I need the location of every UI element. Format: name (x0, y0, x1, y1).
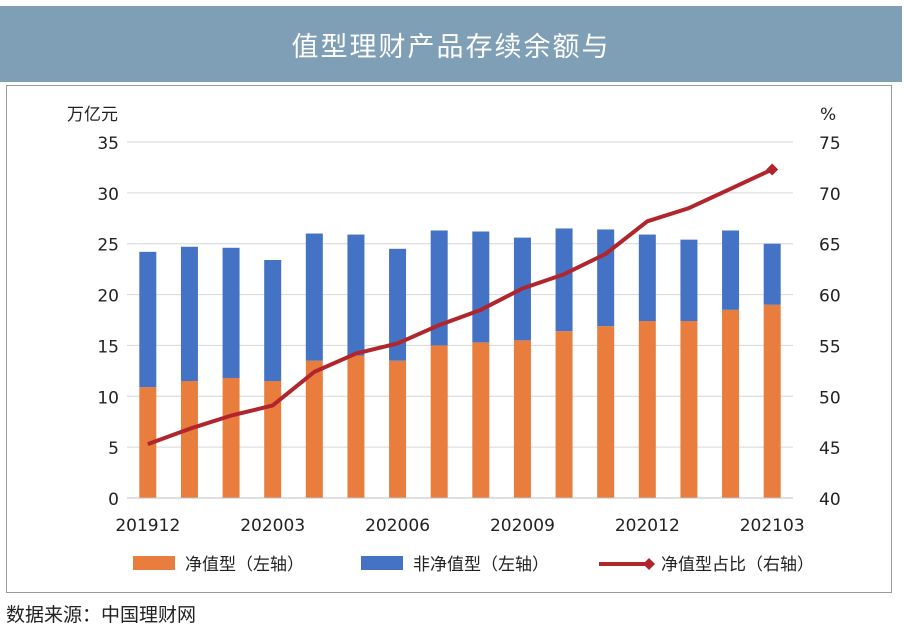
x-tick-label: 201912 (115, 516, 180, 536)
legend-swatch-share-marker (643, 558, 655, 570)
bar-net-value (763, 304, 781, 498)
bar-non-net-value (638, 234, 656, 322)
bar-non-net-value (347, 234, 365, 356)
right-axis-unit: % (820, 105, 836, 125)
bar-non-net-value (139, 251, 157, 388)
bar-net-value (513, 340, 531, 498)
legend-swatch-non-net-value (361, 556, 403, 570)
legend-layer: 净值型（左轴） 非净值型（左轴） 净值型占比（右轴） (133, 555, 814, 575)
bar-net-value (222, 377, 240, 498)
axis-layer: 0 5 10 15 20 25 30 35 40 45 50 55 60 65 70 75 万亿元 % 201912… (67, 105, 841, 536)
left-tick-label: 30 (97, 185, 119, 205)
right-tick-label: 75 (819, 134, 841, 154)
left-tick-label: 5 (108, 439, 119, 459)
line-layer (147, 163, 779, 446)
page-title: 值型理财产品存续余额与 (291, 31, 611, 63)
bar-net-value (472, 342, 490, 498)
left-axis-unit: 万亿元 (67, 105, 118, 125)
x-tick-label: 202003 (240, 516, 305, 536)
bar-net-value (389, 360, 407, 498)
bar-non-net-value (555, 228, 573, 332)
left-tick-label: 35 (97, 134, 119, 154)
share-line-end-marker (766, 163, 779, 176)
bar-net-value (722, 309, 740, 498)
bar-net-value (555, 331, 573, 498)
x-tick-label: 202009 (490, 516, 555, 536)
left-tick-label: 10 (97, 388, 119, 408)
x-tick-label: 202006 (365, 516, 430, 536)
bar-net-value (680, 321, 698, 498)
bar-net-value (347, 355, 365, 498)
bar-net-value (638, 321, 656, 498)
bar-net-value (305, 360, 323, 498)
title-banner: 值型理财产品存续余额与 (0, 6, 902, 82)
right-tick-label: 40 (819, 490, 841, 510)
bar-non-net-value (597, 229, 615, 327)
bar-net-value (180, 381, 198, 498)
right-tick-label: 70 (819, 185, 841, 205)
bar-non-net-value (763, 243, 781, 305)
bar-net-value (430, 345, 448, 498)
legend-label-net-value: 净值型（左轴） (185, 555, 304, 575)
legend-label-non-net-value: 非净值型（左轴） (413, 555, 549, 575)
bar-non-net-value (722, 230, 740, 310)
bar-net-value (597, 326, 615, 498)
right-tick-label: 60 (819, 287, 841, 307)
bar-non-net-value (180, 246, 198, 382)
left-tick-label: 25 (97, 236, 119, 256)
right-tick-label: 45 (819, 439, 841, 459)
source-note: 数据来源：中国理财网 (6, 604, 197, 626)
legend-swatch-net-value (133, 556, 175, 570)
legend-label-share-line: 净值型占比（右轴） (661, 555, 814, 575)
bar-non-net-value (305, 233, 323, 361)
bar-non-net-value (222, 247, 240, 378)
right-tick-label: 50 (819, 388, 841, 408)
share-line (147, 167, 774, 446)
bar-non-net-value (430, 230, 448, 346)
chart-frame: 0 5 10 15 20 25 30 35 40 45 50 55 60 65 70 75 万亿元% 201912… (6, 85, 892, 593)
left-tick-label: 0 (108, 490, 119, 510)
bar-net-value (264, 381, 282, 498)
bar-non-net-value (389, 248, 407, 361)
bar-layer (139, 228, 781, 498)
x-tick-label: 202103 (740, 516, 805, 536)
right-tick-label: 55 (819, 337, 841, 357)
x-tick-label: 202012 (615, 516, 680, 536)
bar-non-net-value (264, 259, 282, 382)
left-tick-label: 15 (97, 337, 119, 357)
bar-non-net-value (680, 239, 698, 322)
left-tick-label: 20 (97, 287, 119, 307)
right-tick-label: 65 (819, 236, 841, 256)
bar-non-net-value (472, 231, 490, 343)
chart-svg: 0 5 10 15 20 25 30 35 40 45 50 55 60 65 70 75 万亿元 % 201912… (67, 105, 841, 575)
